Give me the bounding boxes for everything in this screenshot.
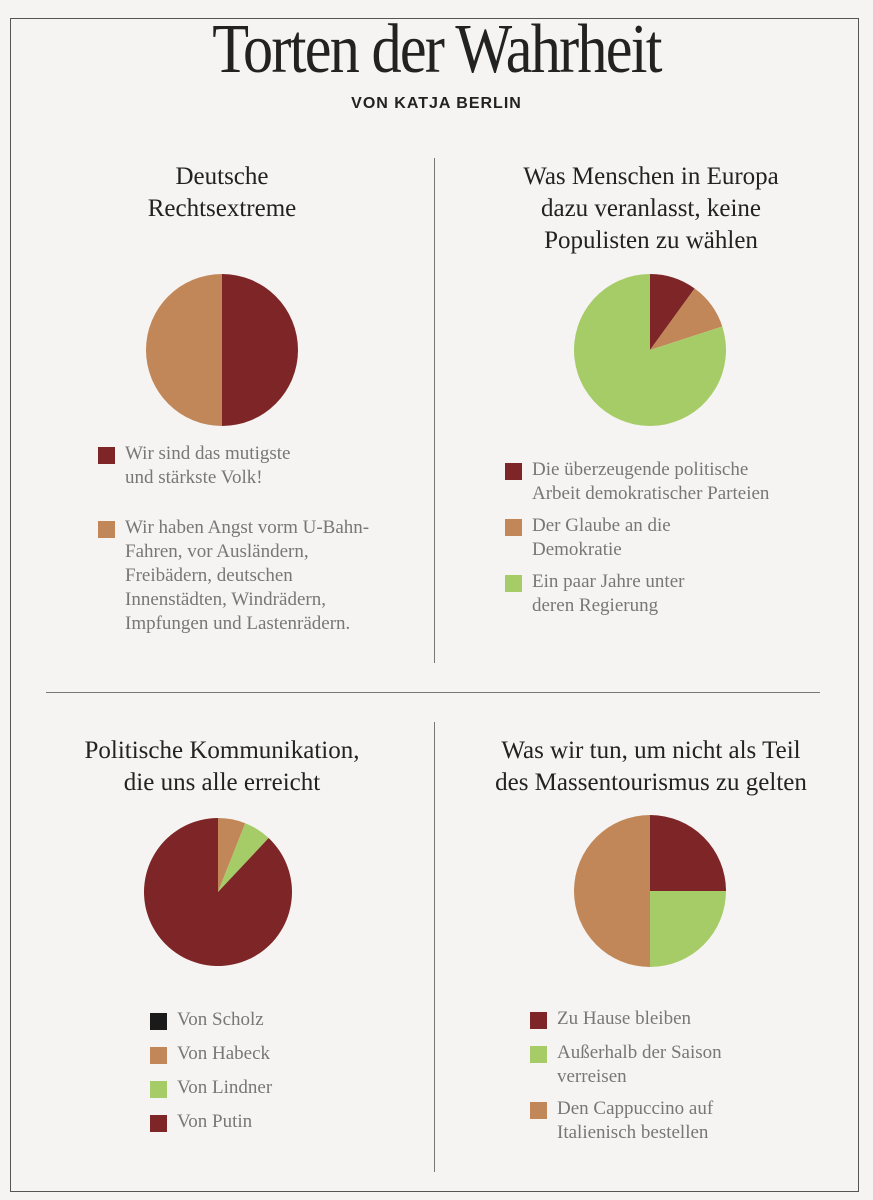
chart-3-slice-3 <box>218 823 269 892</box>
chart-4-slice-2 <box>650 891 726 967</box>
chart-2-pie <box>574 274 726 426</box>
chart-2-legend-swatch <box>505 575 522 592</box>
chart-2-title-line: Was Menschen in Europa <box>523 163 779 190</box>
chart-4-legend-label-line: Zu Hause bleiben <box>557 1008 692 1029</box>
chart-3-pie <box>144 818 292 966</box>
chart-4-legend-label: Den Cappuccino auf Italienisch bestellen <box>557 1097 713 1145</box>
chart-2-legend-label-line: Die überzeugende politische <box>532 459 749 480</box>
chart-1-title-line: Deutsche <box>175 163 269 190</box>
chart-3-slice-4 <box>144 818 292 966</box>
chart-4-slice-1 <box>650 815 726 891</box>
chart-1-pie <box>146 274 298 426</box>
chart-2-legend-label-line: Ein paar Jahre unter <box>532 571 685 592</box>
chart-2-legend-swatch <box>505 463 522 480</box>
chart-3-legend-label-line: Von Habeck <box>177 1043 271 1064</box>
chart-4-legend-swatch <box>530 1102 547 1119</box>
page-frame <box>10 18 859 1192</box>
chart-3-title-line: Politische Kommunikation, <box>84 737 360 764</box>
chart-1-title-line: Rechtsextreme <box>147 195 297 222</box>
chart-1-legend-label-line: Wir haben Angst vorm U-Bahn- <box>125 517 370 538</box>
chart-3-legend-swatch <box>150 1081 167 1098</box>
chart-4-legend-swatch <box>530 1046 547 1063</box>
chart-1-legend-swatch <box>98 447 115 464</box>
chart-3-slice-2 <box>218 818 246 892</box>
horizontal-divider <box>46 692 820 693</box>
chart-3-legend-label: Von Putin <box>177 1110 252 1134</box>
chart-1-slice-2 <box>146 274 222 426</box>
chart-2-legend-swatch <box>505 519 522 536</box>
chart-4-title-line: Was wir tun, um nicht als Teil <box>501 737 801 764</box>
chart-1-legend-label-line: Fahren, vor Ausländern, <box>125 541 309 562</box>
chart-3-legend-label: Von Scholz <box>177 1008 264 1032</box>
chart-4-legend-label-line: Italienisch bestellen <box>557 1122 709 1143</box>
chart-2-title-line: Populisten zu wählen <box>544 227 758 254</box>
chart-2-title-line: dazu veranlasst, keine <box>540 195 762 222</box>
chart-1-legend-swatch <box>98 521 115 538</box>
chart-1-legend-label-line: Wir sind das mutigste <box>125 443 291 464</box>
chart-3-legend-label: Von Lindner <box>177 1076 272 1100</box>
chart-2-slice-2 <box>650 288 723 350</box>
chart-2-legend-label-line: Demokratie <box>532 539 622 560</box>
chart-2-legend: Die überzeugende politische Arbeit demokr… <box>505 458 845 628</box>
chart-4-legend: Zu Hause bleiben Außerhalb der Saison verr… <box>530 1007 830 1157</box>
chart-4-legend-label: Zu Hause bleiben <box>557 1007 691 1031</box>
chart-1-legend: Wir sind das mutigste und stärkste Volk! W… <box>98 442 418 662</box>
chart-3-title-line: die uns alle erreicht <box>123 769 321 796</box>
chart-2-legend-label: Der Glaube an die Demokratie <box>532 514 671 562</box>
chart-1-legend-label-line: und stärkste Volk! <box>125 467 263 488</box>
chart-4-slice-3 <box>574 815 650 967</box>
chart-4-title-line: des Massentourismus zu gelten <box>495 769 807 796</box>
chart-4-legend-label-line: verreisen <box>557 1066 627 1087</box>
chart-4-legend-swatch <box>530 1012 547 1029</box>
chart-4-pie <box>574 815 726 967</box>
chart-1-legend-label: Wir haben Angst vorm U-Bahn- Fahren, vor … <box>125 516 369 636</box>
page-title: Torten der Wahrheit <box>212 11 662 88</box>
chart-2-slice-1 <box>650 274 695 350</box>
chart-3-legend-label-line: Von Lindner <box>177 1077 273 1098</box>
chart-4-legend-label-line: Außerhalb der Saison <box>557 1042 722 1063</box>
chart-2-legend-label: Ein paar Jahre unter deren Regierung <box>532 570 684 618</box>
chart-2-legend-label-line: deren Regierung <box>532 595 659 616</box>
vertical-divider-top <box>434 158 435 663</box>
chart-3-legend-swatch <box>150 1013 167 1030</box>
chart-2-legend-label-line: Der Glaube an die <box>532 515 671 536</box>
chart-2-slice-3 <box>574 274 726 426</box>
chart-3-legend-swatch <box>150 1115 167 1132</box>
chart-1-legend-label: Wir sind das mutigste und stärkste Volk! <box>125 442 290 490</box>
chart-3-title: Politische Kommunikation, die uns alle e… <box>47 735 397 799</box>
chart-3-legend-label: Von Habeck <box>177 1042 270 1066</box>
chart-3-legend: Von Scholz Von Habeck Von Lindner Von Putin <box>150 1008 410 1138</box>
chart-1-slice-1 <box>222 274 298 426</box>
chart-3-legend-label-line: Von Scholz <box>177 1009 264 1030</box>
vertical-divider-bottom <box>434 722 435 1172</box>
chart-1-title: Deutsche Rechtsextreme <box>47 161 397 225</box>
chart-3-legend-swatch <box>150 1047 167 1064</box>
chart-4-title: Was wir tun, um nicht als Teil des Masse… <box>466 735 836 799</box>
chart-4-legend-label-line: Den Cappuccino auf <box>557 1098 714 1119</box>
chart-2-legend-label-line: Arbeit demokratischer Parteien <box>532 483 770 504</box>
byline: VON KATJA BERLIN <box>351 95 522 112</box>
chart-1-legend-label-line: Impfungen und Lastenrädern. <box>125 613 351 634</box>
chart-4-legend-label: Außerhalb der Saison verreisen <box>557 1041 722 1089</box>
chart-2-title: Was Menschen in Europa dazu veranlasst, … <box>466 161 836 257</box>
chart-2-legend-label: Die überzeugende politische Arbeit demokr… <box>532 458 769 506</box>
chart-3-legend-label-line: Von Putin <box>177 1111 253 1132</box>
chart-1-legend-label-line: Freibädern, deutschen <box>125 565 293 586</box>
chart-1-legend-label-line: Innenstädten, Windrädern, <box>125 589 326 610</box>
